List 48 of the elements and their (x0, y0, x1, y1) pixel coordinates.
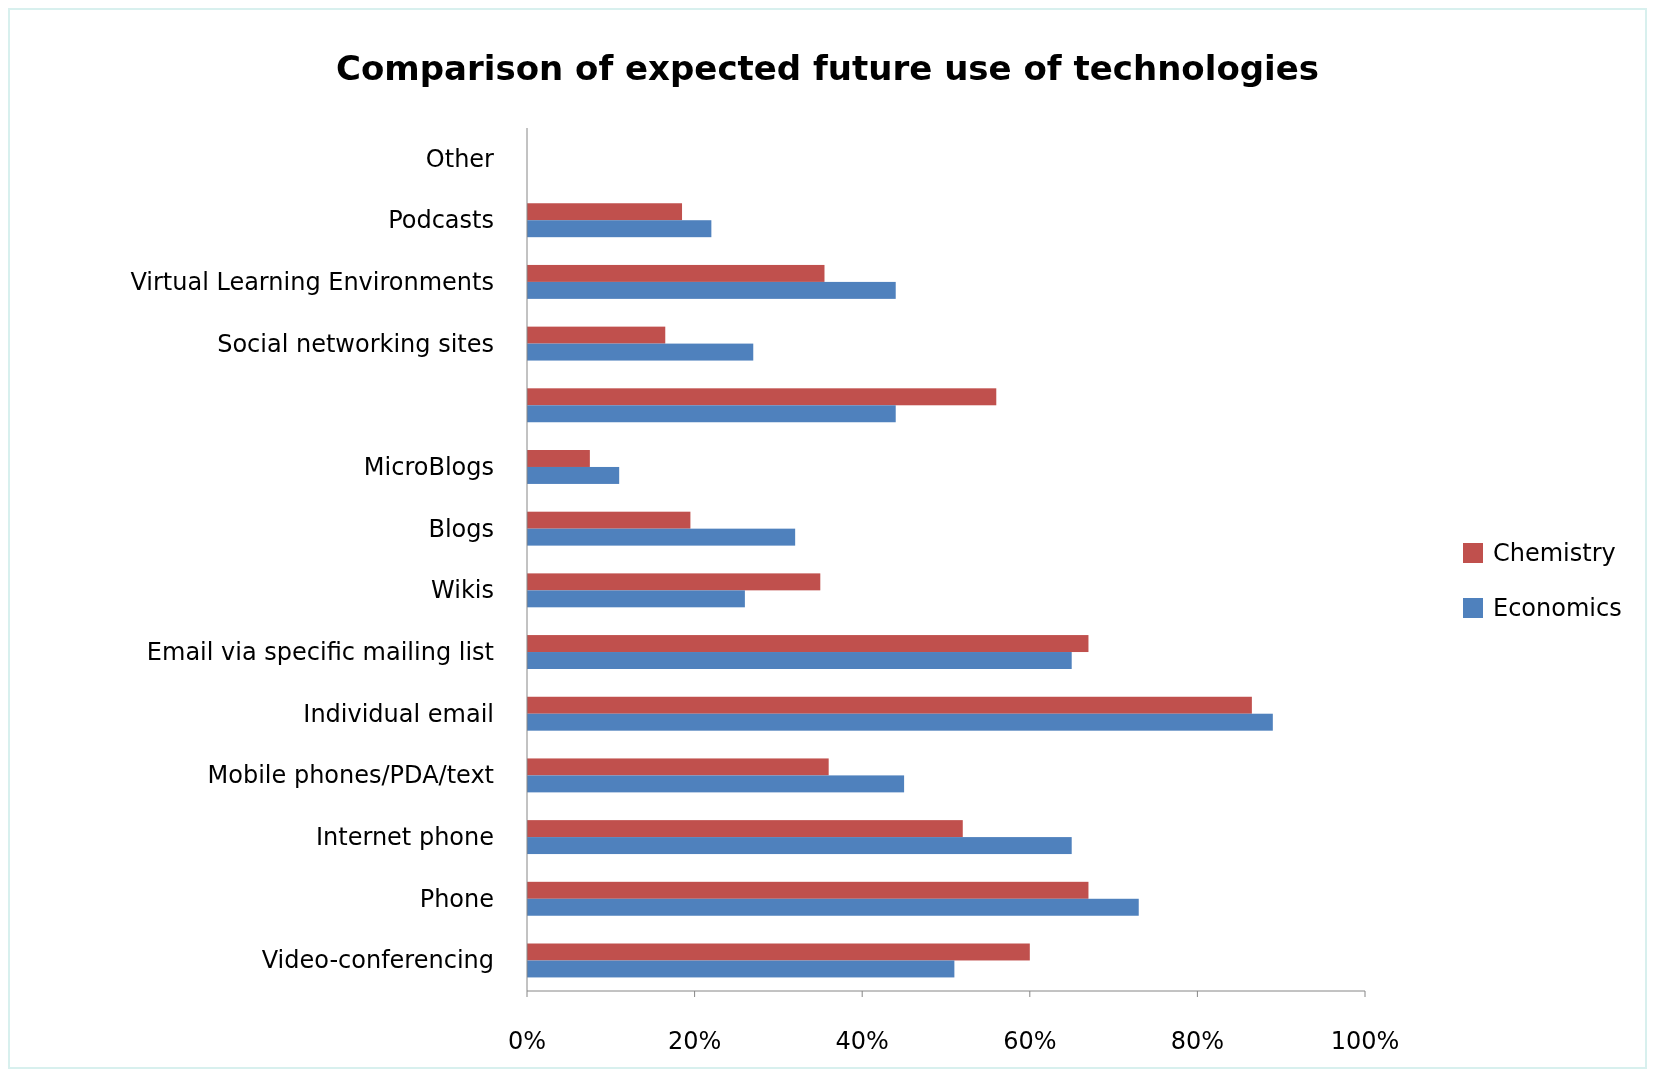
bar (527, 388, 997, 406)
x-tick-label: 100% (1330, 1027, 1400, 1055)
x-tick-label: 0% (507, 1027, 547, 1055)
y-tick-label: MicroBlogs (363, 452, 494, 481)
legend-label: Chemistry (1493, 539, 1616, 567)
bar (527, 775, 905, 793)
y-tick-label: Mobile phones/PDA/text (207, 761, 494, 790)
legend-label: Economics (1493, 594, 1622, 622)
bar (527, 528, 796, 546)
y-tick-label: Blogs (428, 514, 494, 543)
y-tick-label: Wikis (431, 576, 494, 605)
bar (527, 898, 1139, 916)
y-tick-label: Individual email (303, 699, 494, 728)
bar (527, 960, 955, 978)
x-tick-label: 40% (835, 1027, 889, 1055)
y-tick-label: Video-conferencing (261, 946, 494, 975)
x-tick-label: 20% (667, 1027, 722, 1055)
y-tick-label: Internet phone (315, 823, 494, 852)
bar (527, 713, 1273, 731)
bar (527, 405, 896, 423)
y-tick-label: Virtual Learning Environments (130, 267, 494, 296)
bar (527, 466, 620, 484)
bar (527, 635, 1089, 653)
bar (527, 220, 712, 238)
x-tick-label: 60% (1003, 1027, 1057, 1055)
bar (527, 652, 1072, 669)
bar (527, 264, 825, 282)
bar (527, 281, 896, 299)
bar (527, 573, 821, 591)
chart-title: Comparison of expected future use of technologies (335, 48, 1320, 88)
bar (527, 326, 666, 344)
bar (527, 343, 754, 361)
bar (527, 758, 829, 776)
bar (527, 590, 745, 608)
bar (527, 837, 1072, 855)
x-tick-label: 80% (1170, 1027, 1225, 1055)
bar (527, 696, 1252, 714)
bar (527, 943, 1030, 961)
y-tick-label: Other (425, 144, 495, 173)
bar (527, 511, 691, 529)
y-tick-label: Email via specific mailing list (146, 638, 494, 667)
bar (527, 203, 683, 221)
y-tick-label: Podcasts (388, 206, 494, 235)
y-tick-label: Social networking sites (217, 329, 494, 358)
bar (527, 881, 1089, 899)
y-tick-label: Phone (419, 884, 494, 913)
bar (527, 820, 963, 838)
bar (527, 450, 590, 467)
